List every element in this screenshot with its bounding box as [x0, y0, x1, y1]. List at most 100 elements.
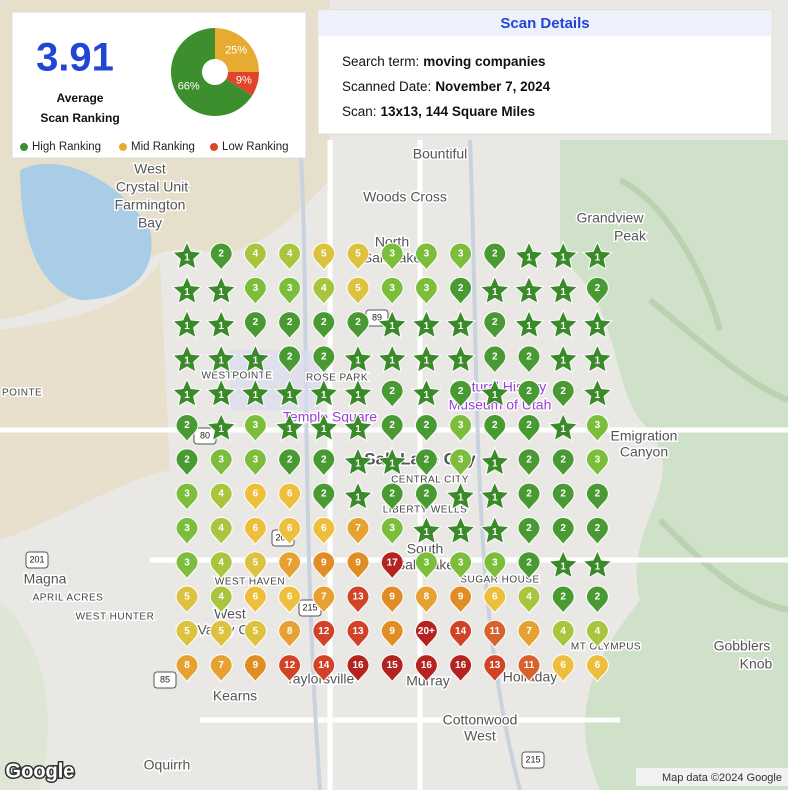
- rank-pin: [175, 585, 199, 614]
- rank-pin: [209, 585, 233, 614]
- rank-pin: [449, 585, 473, 614]
- road-shield-label: 89: [372, 312, 382, 322]
- rank-label: 1: [218, 390, 224, 401]
- rank-pin: [483, 585, 507, 614]
- rank-pin: [205, 309, 237, 339]
- rank-pin: [483, 619, 507, 649]
- rank-pin: [551, 619, 575, 649]
- rank-label: 1: [389, 458, 395, 469]
- rank-pin: [346, 516, 370, 546]
- place-label: Oquirrh: [144, 757, 191, 773]
- rank-pin: [312, 448, 336, 477]
- rank-label: 16: [421, 660, 433, 671]
- rank-label: 2: [526, 352, 532, 363]
- rank-label: 7: [321, 592, 327, 603]
- rank-pin: [175, 654, 199, 683]
- rank-label: 1: [253, 356, 259, 367]
- area-label: WEST HAVEN: [215, 577, 285, 588]
- rank-label: 5: [218, 626, 224, 637]
- rank-pin: [278, 242, 302, 271]
- rank-pin: [278, 619, 302, 649]
- rank-pin: [445, 343, 477, 373]
- rank-pin: [414, 654, 438, 683]
- rank-pin: [547, 275, 579, 305]
- rank-label: 2: [287, 352, 293, 363]
- rank-label: 2: [526, 420, 532, 431]
- rank-pin: [171, 343, 203, 373]
- rank-pin: [278, 311, 302, 340]
- rank-pin: [517, 619, 541, 649]
- rank-pin: [346, 311, 370, 340]
- rank-label: 1: [321, 390, 327, 401]
- rank-pin: [312, 654, 336, 683]
- place-label: Gobblers: [714, 638, 771, 654]
- summary-card: 3.91 Average Scan Ranking 25% 9% 66% High …: [11, 11, 307, 159]
- rank-pin: [380, 654, 404, 683]
- place-label: Crystal Unit: [116, 179, 188, 195]
- road-shield-label: 215: [525, 754, 540, 764]
- area-label: LIBERTY WELLS: [383, 505, 468, 516]
- rank-pin: [547, 240, 579, 271]
- rank-label: 1: [218, 356, 224, 367]
- rank-label: 1: [595, 356, 601, 367]
- score: 3.91: [36, 36, 114, 80]
- rank-label: 1: [218, 287, 224, 298]
- area-label: APRIL ACRES: [33, 593, 104, 604]
- rank-pin: [209, 242, 233, 271]
- donut-segment: [215, 28, 259, 72]
- rank-pin: [278, 654, 302, 683]
- rank-label: 1: [424, 321, 430, 332]
- rank-pin: [414, 619, 438, 649]
- rank-pin: [517, 379, 541, 409]
- rank-pin: [483, 242, 507, 271]
- rank-pin: [209, 482, 233, 511]
- rank-label: 6: [595, 660, 601, 671]
- rank-grid: 1 2 4 4 5 5 3 3 3 2 1 1 11 1 3 3 4 5 3 3 2 1 1 1 21 1 2 2 2 2 1 1 1 2 1 1 11…: [171, 240, 613, 683]
- rank-pin: [410, 309, 442, 339]
- rank-label: 14: [318, 660, 330, 671]
- rank-label: 1: [287, 424, 293, 435]
- rank-label: 15: [387, 660, 399, 671]
- rank-label: 1: [526, 321, 532, 332]
- rank-pin: [342, 343, 374, 373]
- rank-pin: [410, 377, 442, 408]
- place-label: Cottonwood: [443, 712, 518, 728]
- rank-label: 1: [458, 493, 464, 504]
- rank-label: 2: [389, 386, 395, 397]
- rank-pin: [380, 619, 404, 649]
- rank-label: 3: [389, 249, 395, 260]
- rank-label: 2: [321, 454, 327, 465]
- rank-label: 3: [424, 283, 430, 294]
- rank-pin: [479, 515, 511, 545]
- rank-pin: [243, 551, 267, 580]
- rank-pin: [342, 446, 374, 476]
- rank-label: 1: [355, 390, 361, 401]
- rank-pin: [585, 482, 609, 511]
- rank-pin: [445, 309, 477, 339]
- rank-label: 1: [287, 390, 293, 401]
- rank-label: 3: [253, 454, 259, 465]
- poi-label: Temple Square: [283, 409, 377, 425]
- rank-label: 2: [595, 523, 601, 534]
- rank-label: 2: [595, 489, 601, 500]
- rank-label: 1: [355, 493, 361, 504]
- place-label: Farmington: [115, 197, 186, 213]
- rank-pin: [517, 654, 541, 683]
- rank-label: 5: [321, 249, 327, 260]
- rank-label: 2: [458, 386, 464, 397]
- rank-pin: [278, 585, 302, 614]
- rank-label: 1: [389, 356, 395, 367]
- rank-pin: [414, 482, 438, 511]
- score-caption: Scan Ranking: [40, 111, 119, 125]
- rank-pin: [517, 345, 541, 374]
- rank-pin: [346, 551, 370, 580]
- rank-label: 3: [253, 283, 259, 294]
- road-shield: [25, 551, 49, 569]
- rank-pin: [278, 276, 302, 306]
- rank-label: 2: [595, 592, 601, 603]
- rank-label: 1: [595, 390, 601, 401]
- rank-pin: [312, 516, 336, 546]
- rank-label: 4: [253, 249, 259, 260]
- rank-pin: [209, 516, 233, 546]
